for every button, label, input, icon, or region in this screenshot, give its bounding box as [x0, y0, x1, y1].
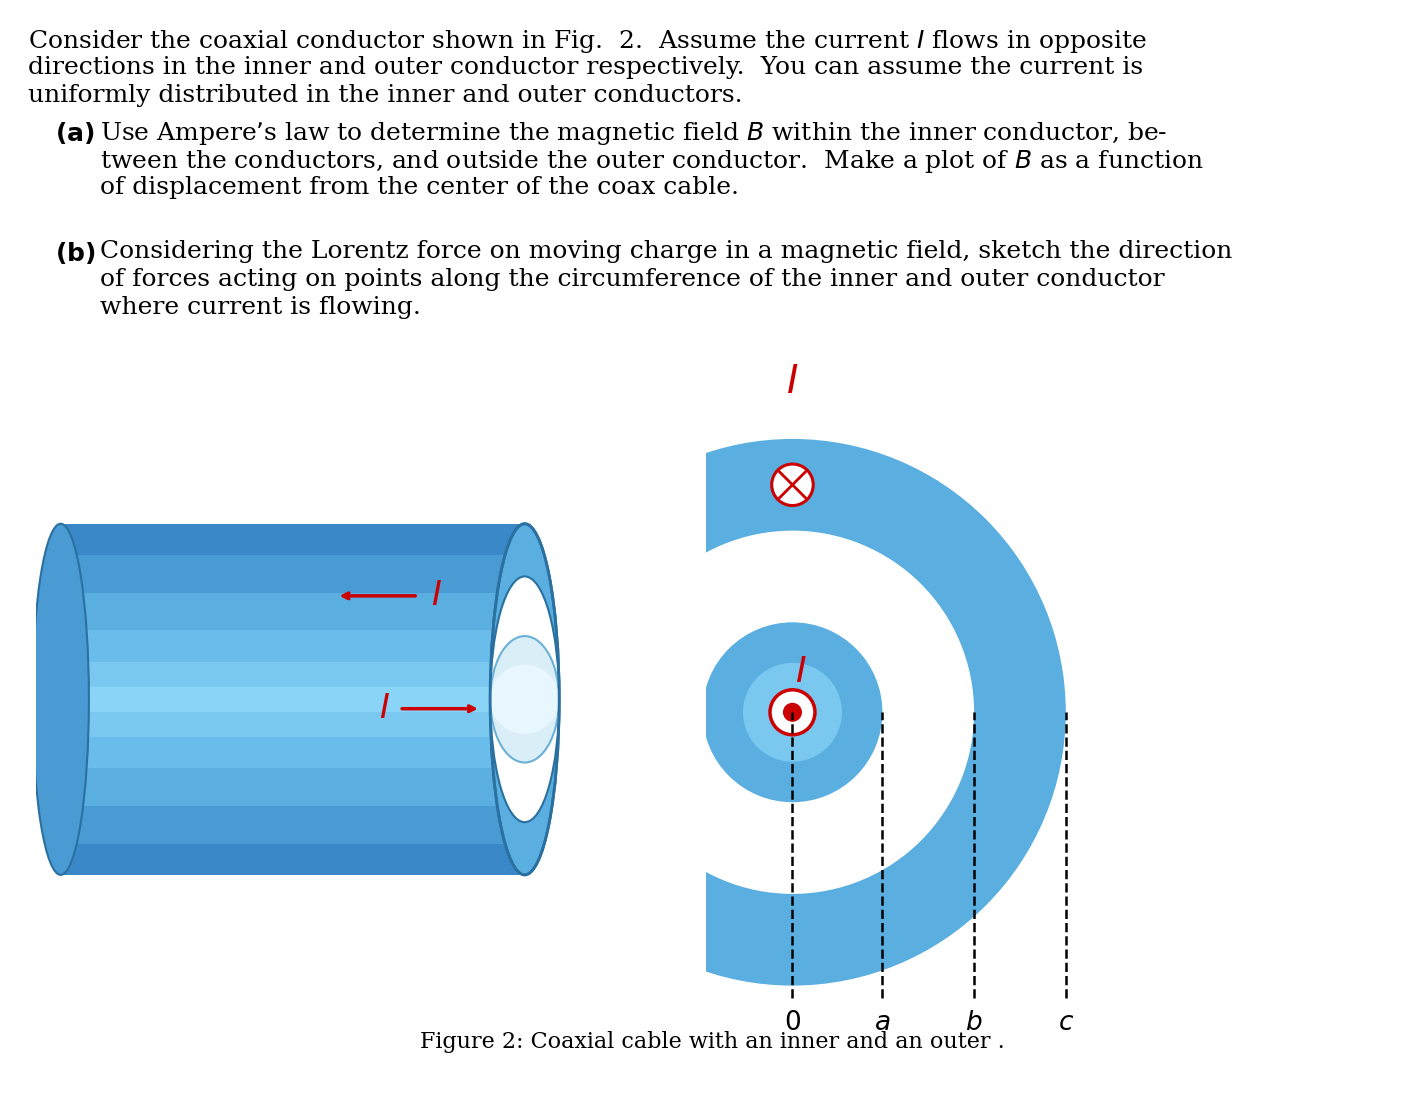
Ellipse shape: [490, 636, 559, 763]
Text: $I$: $I$: [430, 579, 442, 613]
Text: Use Ampere’s law to determine the magnetic field $B$ within the inner conductor,: Use Ampere’s law to determine the magnet…: [100, 120, 1167, 147]
Text: of displacement from the center of the coax cable.: of displacement from the center of the c…: [100, 176, 740, 199]
Text: $\mathbf{(b)}$: $\mathbf{(b)}$: [56, 240, 95, 266]
Text: $0$: $0$: [784, 1010, 801, 1035]
Circle shape: [611, 531, 975, 894]
Text: $a$: $a$: [874, 1010, 891, 1035]
Text: $\mathbf{(a)}$: $\mathbf{(a)}$: [56, 120, 94, 147]
Circle shape: [519, 438, 1066, 986]
Text: Figure 2: Coaxial cable with an inner and an outer .: Figure 2: Coaxial cable with an inner an…: [419, 1031, 1005, 1053]
Text: $I$: $I$: [787, 363, 798, 401]
Text: $c$: $c$: [1057, 1010, 1074, 1035]
Circle shape: [703, 623, 882, 803]
Text: Consider the coaxial conductor shown in Fig.  2.  Assume the current $I$ flows i: Consider the coaxial conductor shown in …: [28, 28, 1147, 56]
Circle shape: [782, 703, 802, 722]
Circle shape: [770, 689, 815, 735]
Text: where current is flowing.: where current is flowing.: [100, 296, 420, 319]
Text: Considering the Lorentz force on moving charge in a magnetic field, sketch the d: Considering the Lorentz force on moving …: [100, 240, 1233, 263]
Text: $I$: $I$: [379, 693, 390, 725]
Circle shape: [772, 464, 814, 505]
Text: $I$: $I$: [795, 655, 807, 689]
Circle shape: [742, 663, 842, 761]
Text: of forces acting on points along the circumference of the inner and outer conduc: of forces acting on points along the cir…: [100, 268, 1164, 291]
Ellipse shape: [490, 576, 559, 823]
Text: directions in the inner and outer conductor respectively.  You can assume the cu: directions in the inner and outer conduc…: [28, 56, 1143, 79]
Text: uniformly distributed in the inner and outer conductors.: uniformly distributed in the inner and o…: [28, 84, 742, 107]
Ellipse shape: [33, 524, 88, 875]
Text: $b$: $b$: [965, 1010, 983, 1035]
Ellipse shape: [490, 524, 559, 875]
Ellipse shape: [490, 665, 559, 734]
Text: tween the conductors, and outside the outer conductor.  Make a plot of $B$ as a : tween the conductors, and outside the ou…: [100, 148, 1204, 175]
